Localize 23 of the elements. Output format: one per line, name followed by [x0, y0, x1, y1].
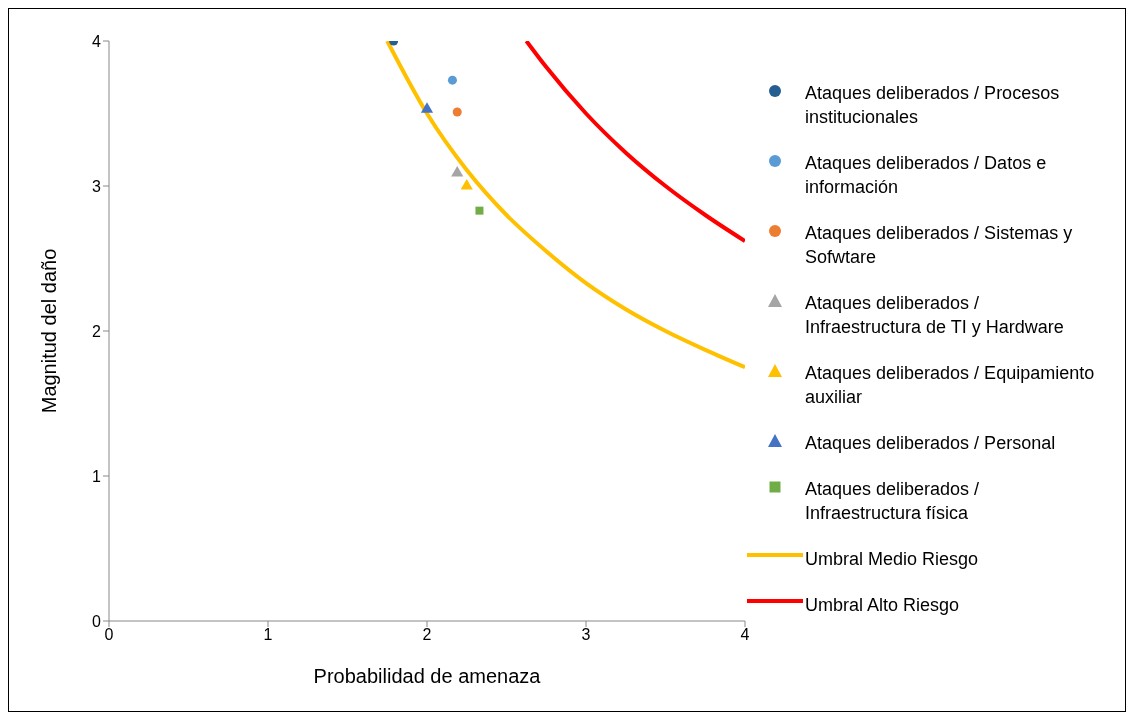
y-tick-label: 4 — [92, 32, 102, 50]
legend-label: Ataques deliberados / Datos e información — [805, 152, 1048, 199]
x-axis-title: Probabilidad de amenaza — [313, 665, 542, 687]
line-series — [524, 41, 745, 244]
y-tick-label: 1 — [92, 467, 102, 485]
legend-label: Umbral Alto Riesgo — [805, 594, 961, 617]
x-tick-label: 1 — [263, 626, 273, 644]
legend-label: Ataques deliberados / Infraestructura de TI y Hardware — [805, 292, 1065, 339]
x-tick-label: 0 — [104, 626, 114, 644]
x-tick-label: 3 — [581, 626, 591, 644]
legend-label: Ataques deliberados / Infraestructura física — [805, 478, 981, 525]
legend-label: Ataques deliberados / Procesos institucionales — [805, 82, 1061, 129]
x-tick-label: 2 — [422, 626, 432, 644]
y-tick-label: 0 — [92, 612, 102, 630]
y-axis-title: Magnitud del daño — [38, 248, 61, 414]
legend-label: Umbral Medio Riesgo — [805, 548, 980, 571]
x-tick-label: 4 — [740, 626, 750, 644]
legend-label: Ataques deliberados / Sistemas y Sofwtare — [805, 222, 1074, 269]
legend-label: Ataques deliberados / Personal — [805, 432, 1057, 455]
y-tick-label: 2 — [92, 322, 102, 340]
legend-label: Ataques deliberados / Equipamiento auxiliar — [805, 362, 1095, 409]
line-series — [385, 41, 745, 370]
y-tick-label: 3 — [92, 177, 102, 195]
